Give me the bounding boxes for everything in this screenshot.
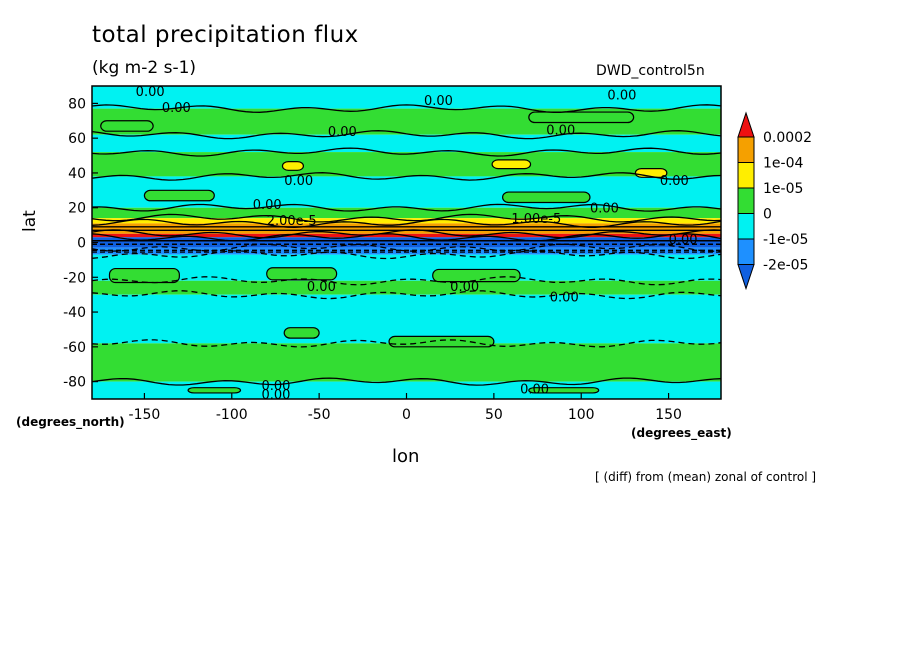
band-10: [92, 247, 721, 255]
patch-10: [388, 335, 495, 348]
contour-label-5: 0.00: [546, 123, 575, 138]
x-axis-label: lon: [392, 446, 420, 467]
patch-6: [100, 120, 154, 132]
contour-label-13: 0.00: [307, 280, 336, 295]
contour-label-8: 0.00: [253, 198, 282, 213]
contour-label-6: 0.00: [284, 174, 313, 189]
contour-line-5: [91, 203, 722, 212]
colorbar-box-5: [737, 238, 755, 265]
contour-line-4: [91, 172, 722, 181]
band-9: [92, 237, 721, 248]
chart-title: total precipitation flux: [92, 22, 359, 48]
contour-lines: [91, 104, 722, 386]
contour-label-0: 0.00: [136, 85, 165, 100]
patch-4: [266, 267, 338, 281]
contour-line-12: [91, 276, 722, 286]
contour-line-7: [91, 218, 722, 228]
band-15: [92, 381, 721, 399]
colorbar-top-arrow: [737, 111, 755, 138]
contour-label-2: 0.00: [424, 94, 453, 109]
y-tick-label-6: 40: [68, 166, 86, 182]
contour-line-9: [91, 233, 722, 242]
colorbar-label-1: 1e-04: [763, 156, 803, 172]
colorbar-bottom-arrow: [737, 264, 755, 291]
contour-label-3: 0.00: [607, 89, 636, 104]
contour-label-10: 2.00e-5: [267, 214, 317, 229]
contour-label-18: 0.00: [520, 383, 549, 398]
colorbar-box-3: [737, 187, 755, 214]
patch-8: [143, 189, 215, 202]
x-tick-label-0: -150: [129, 407, 161, 423]
y-tick-label-5: 20: [68, 201, 86, 217]
footnote: [ (diff) from (mean) zonal of control ]: [595, 470, 817, 484]
contour-label-15: 0.00: [550, 290, 579, 305]
axes: -150 -100 -50 0 50 100 150 -80 -60 -40 -20 0 20 40 60 8…: [63, 85, 722, 423]
band-2: [92, 134, 721, 153]
contour-line-11: [91, 250, 722, 260]
y-tick-label-7: 60: [68, 131, 86, 147]
colorbar-label-3: 0: [763, 207, 772, 223]
y-tick-label-3: -20: [63, 270, 86, 286]
contour-line-1: [91, 104, 722, 113]
x-tick-label-4: 50: [485, 407, 503, 423]
contour-line-2: [91, 130, 722, 140]
y-tick-label-1: -60: [63, 340, 86, 356]
band-11: [92, 254, 721, 281]
contour-label-7: 0.00: [660, 174, 689, 189]
contour-label-14: 0.00: [450, 280, 479, 295]
colorbar-label-5: -2e-05: [763, 258, 808, 274]
contour-line-13: [91, 290, 722, 300]
y-tick-label-2: -40: [63, 305, 86, 321]
contour-label-9: 0.00: [590, 202, 619, 217]
y-tick-label-8: 80: [68, 96, 86, 112]
contour-line-14: [91, 339, 722, 348]
patch-1: [491, 159, 532, 170]
band-12: [92, 280, 721, 295]
plot-area: [92, 86, 721, 399]
colorbar-label-0: 0.0002: [763, 130, 812, 146]
contour-line-15: [91, 377, 722, 386]
y-axis-unit: (degrees_north): [16, 415, 125, 429]
patch-11: [283, 327, 320, 339]
band-5: [92, 207, 721, 219]
contour-line-6: [91, 213, 722, 223]
contour-label-17: 0.00: [261, 388, 290, 403]
colorbar-label-2: 1e-05: [763, 181, 803, 197]
band-7: [92, 223, 721, 234]
colorbar-box-1: [737, 136, 755, 163]
chart-units: (kg m-2 s-1): [92, 58, 197, 78]
colorbar-box-4: [737, 213, 755, 240]
x-tick-label-6: 150: [655, 407, 682, 423]
colorbar-label-4: -1e-05: [763, 232, 808, 248]
band-13: [92, 294, 721, 344]
contour-label-16: 0.00: [261, 379, 290, 394]
y-tick-label-0: -80: [63, 375, 86, 391]
x-tick-label-5: 100: [568, 407, 595, 423]
patch-3: [108, 267, 180, 284]
band-14: [92, 343, 721, 382]
x-tick-label-2: -50: [308, 407, 331, 423]
x-tick-label-3: 0: [402, 407, 411, 423]
contour-label-1: 0.00: [162, 101, 191, 116]
patch-12: [187, 387, 242, 394]
patch-5: [432, 268, 521, 283]
patch-0: [281, 161, 305, 171]
patch-7: [528, 111, 635, 124]
x-tick-label-1: -100: [216, 407, 248, 423]
run-label: DWD_control5n: [596, 63, 705, 79]
band-0: [92, 86, 721, 109]
colorbar: 0.0002 1e-04 1e-05 0 -1e-05 -2e-05: [737, 111, 812, 291]
patch-9: [501, 191, 591, 204]
contour-label-12: 0.00: [669, 233, 698, 248]
patch-13: [528, 387, 600, 394]
contour-label-4: 0.00: [328, 125, 357, 140]
contour-label-11: 1.00e-5: [511, 212, 561, 227]
x-axis-unit: (degrees_east): [631, 426, 732, 440]
contour-line-3: [91, 147, 722, 157]
y-tick-label-4: 0: [77, 236, 86, 252]
colorbar-box-2: [737, 162, 755, 189]
